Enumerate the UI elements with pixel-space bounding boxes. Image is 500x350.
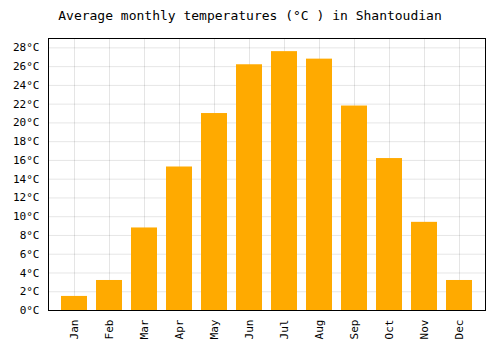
svg-text:Jul: Jul (278, 320, 291, 340)
svg-text:20°C: 20°C (13, 116, 40, 129)
svg-text:16°C: 16°C (13, 154, 40, 167)
svg-text:Sep: Sep (348, 320, 361, 340)
svg-text:Dec: Dec (453, 320, 466, 340)
svg-text:0°C: 0°C (20, 304, 40, 317)
svg-text:8°C: 8°C (20, 229, 40, 242)
svg-text:Feb: Feb (103, 320, 116, 340)
svg-text:22°C: 22°C (13, 98, 40, 111)
html-text:Average monthly temperatures (: Average monthly temperatures (°C ) in Sh… (58, 8, 442, 23)
svg-text:2°C: 2°C (20, 285, 40, 298)
svg-text:Jun: Jun (243, 320, 256, 340)
svg-text:4°C: 4°C (20, 267, 40, 280)
svg-text:Apr: Apr (173, 319, 186, 339)
svg-text:12°C: 12°C (13, 191, 40, 204)
svg-text:24°C: 24°C (13, 79, 40, 92)
svg-text:10°C: 10°C (13, 210, 40, 223)
svg-text:Jan: Jan (68, 320, 81, 340)
svg-text:28°C: 28°C (13, 41, 40, 54)
svg-text:Oct: Oct (383, 320, 396, 340)
svg-text:Mar: Mar (138, 319, 151, 339)
svg-text:6°C: 6°C (20, 248, 40, 261)
svg-text:May: May (208, 319, 221, 339)
svg-text:14°C: 14°C (13, 173, 40, 186)
svg-text:Nov: Nov (418, 319, 431, 339)
svg-text:26°C: 26°C (13, 60, 40, 73)
svg-text:Aug: Aug (313, 320, 326, 340)
svg-text:18°C: 18°C (13, 135, 40, 148)
